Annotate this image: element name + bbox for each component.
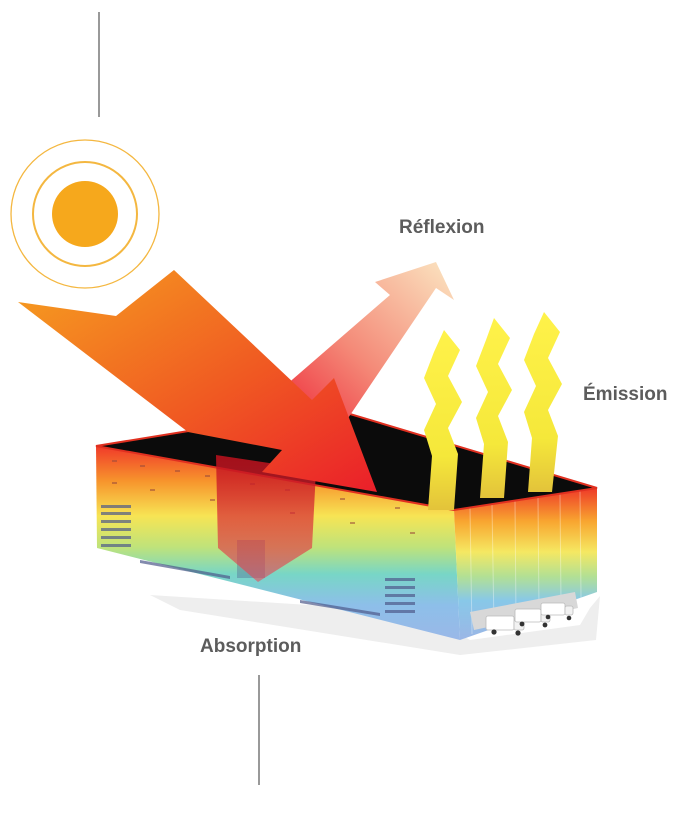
- reflexion-label: Réflexion: [399, 217, 485, 238]
- emission-waves: [424, 312, 562, 510]
- truck-icon: [485, 602, 574, 636]
- emission-wave: [524, 312, 562, 492]
- emission-wave: [476, 318, 512, 498]
- sun-icon: [10, 139, 160, 289]
- absorption-column: [216, 455, 316, 582]
- ground-shadow: [150, 595, 600, 655]
- incoming-sunlight-arrow: [18, 270, 377, 492]
- absorption-label: Absorption: [200, 636, 302, 657]
- reflection-arrow: [278, 262, 454, 430]
- emission-wave: [424, 330, 462, 510]
- emission-label: Émission: [583, 384, 668, 405]
